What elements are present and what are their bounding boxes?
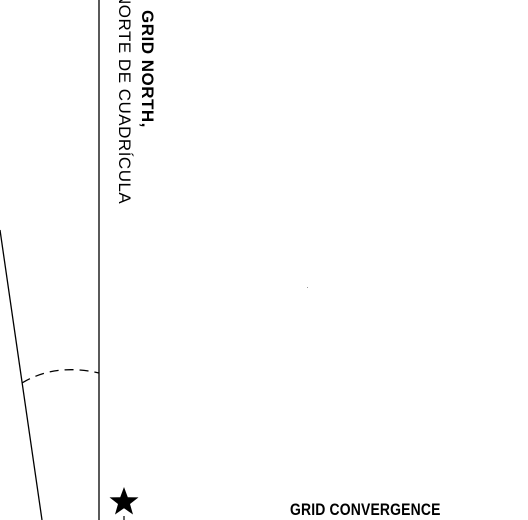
star-icon xyxy=(109,487,139,515)
grid-north-spanish-text: NORTE DE CUADRÍCULA xyxy=(115,0,134,205)
grid-north-label: GRID NORTH, xyxy=(138,10,157,128)
paper-speck xyxy=(307,287,308,288)
convergence-angle-arc xyxy=(21,369,100,384)
grid-north-spanish-label: NORTE DE CUADRÍCULA xyxy=(115,0,134,212)
grid-convergence-label: GRID CONVERGENCE xyxy=(290,500,441,519)
north-direction-line xyxy=(0,229,43,520)
